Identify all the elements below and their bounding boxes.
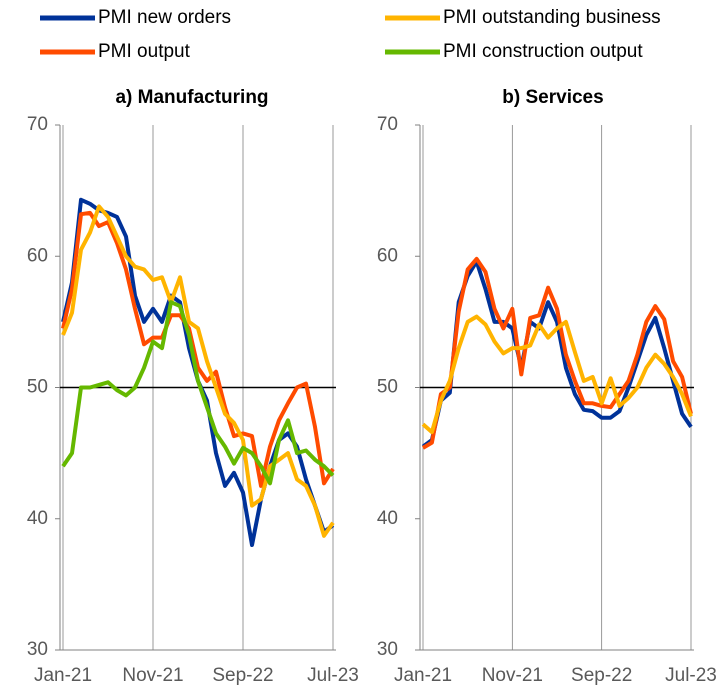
x-tick-label: Sep-22 [212,665,273,686]
x-tick-label: Nov-21 [482,665,543,686]
legend-label: PMI construction output [443,41,643,62]
y-tick-label: 40 [27,508,48,529]
legend-label: PMI outstanding business [443,7,661,28]
x-tick-label: Jul-23 [307,665,359,686]
y-tick-label: 70 [27,114,48,135]
x-tick-label: Jan-21 [34,665,92,686]
series-line [61,204,335,538]
chart-title: a) Manufacturing [115,87,268,108]
chart-title: b) Services [502,87,603,108]
series-line [421,314,693,435]
x-tick-label: Nov-21 [122,665,183,686]
y-tick-label: 60 [377,245,398,266]
y-tick-label: 30 [377,639,398,660]
x-tick-label: Jan-21 [394,665,452,686]
series-line [61,210,335,488]
y-tick-label: 50 [377,377,398,398]
x-tick-label: Sep-22 [571,665,632,686]
legend-label: PMI output [98,41,191,62]
x-tick-label: Jul-23 [665,665,717,686]
y-tick-label: 60 [27,245,48,266]
y-tick-label: 40 [377,508,398,529]
y-tick-label: 30 [27,639,48,660]
y-tick-label: 50 [27,377,48,398]
series-line [421,256,693,450]
legend-label: PMI new orders [98,7,231,28]
y-tick-label: 70 [377,114,398,135]
series-line [61,300,335,486]
